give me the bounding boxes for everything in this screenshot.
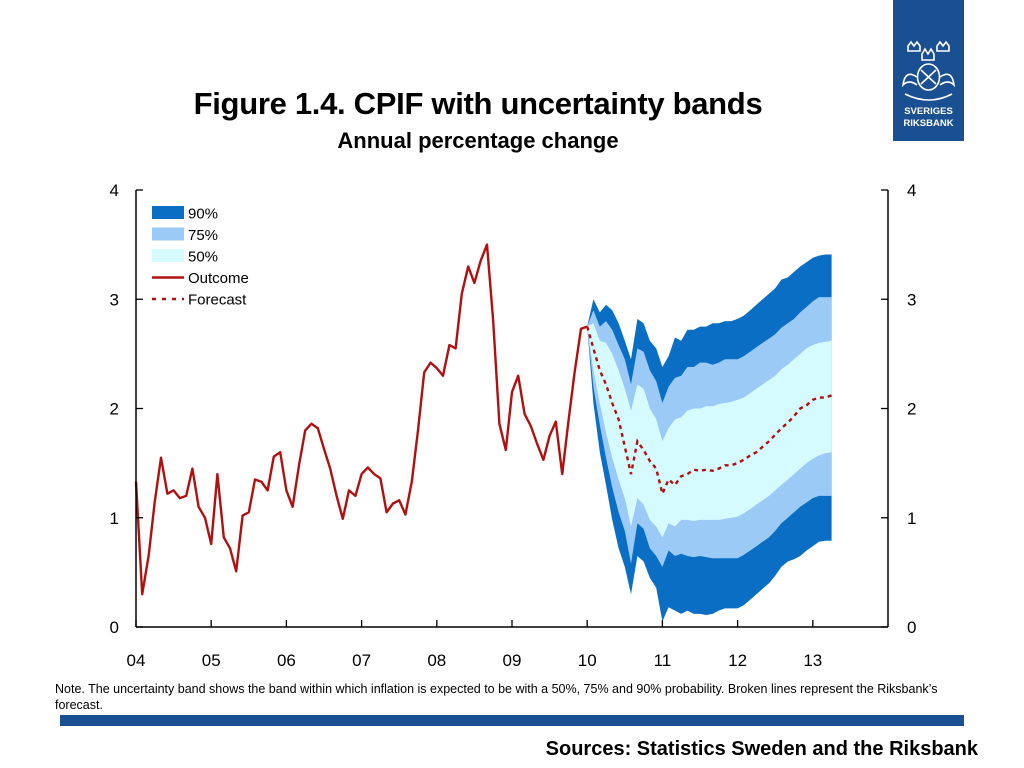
legend-swatch-band75: [152, 227, 184, 241]
legend-label: 50%: [188, 249, 218, 266]
crown-crest-icon: [901, 40, 956, 101]
band-50: [587, 323, 832, 538]
logo-text-line2: RIKSBANK: [903, 118, 954, 129]
legend-swatch-band50: [152, 249, 184, 262]
x-tick-label: 12: [728, 651, 747, 670]
y-tick-label-right: 4: [907, 181, 916, 200]
chart-note: Note. The uncertainty band shows the ban…: [55, 682, 938, 712]
legend-label: Forecast: [188, 292, 247, 309]
y-tick-label-left: 0: [110, 618, 119, 637]
y-tick-label-right: 3: [907, 290, 916, 309]
y-tick-label-right: 1: [907, 509, 916, 528]
forecast-line: [586, 326, 833, 498]
chart-subtitle: Annual percentage change: [337, 128, 619, 153]
chart-title: Figure 1.4. CPIF with uncertainty bands: [193, 86, 763, 121]
outcome-line: [134, 243, 588, 596]
x-tick-label: 13: [803, 651, 822, 670]
x-tick-label: 09: [503, 651, 522, 670]
legend-label: Outcome: [188, 270, 249, 287]
x-tick-label: 07: [352, 651, 371, 670]
x-tick-label: 10: [578, 651, 597, 670]
chart-axes: 0 01 12 23 34 404 05 06 07 08 09 10 11 12 13: [110, 181, 917, 670]
y-tick-label-left: 2: [110, 400, 119, 419]
chart-svg: 0 01 12 23 34 404 05 06 07 08 09 10 11 12 13 90%75%50%…: [110, 181, 917, 670]
x-tick-label: 06: [277, 651, 296, 670]
legend-label: 75%: [188, 227, 218, 244]
x-tick-label: 05: [202, 651, 221, 670]
y-tick-label-left: 4: [110, 181, 119, 200]
y-tick-label-right: 0: [907, 618, 916, 637]
y-tick-label-right: 2: [907, 400, 916, 419]
y-tick-label-left: 1: [110, 509, 119, 528]
riksbank-logo: SVERIGES RIKSBANK: [893, 0, 964, 141]
uncertainty-bands: [587, 254, 832, 622]
x-tick-label: 08: [427, 651, 446, 670]
chart-legend: 90% 75% 50% Outcome Forecast: [152, 206, 249, 309]
legend-swatch-band90: [152, 206, 184, 219]
series-lines: [134, 243, 833, 596]
sources-text: Sources: Statistics Sweden and the Riksb…: [545, 738, 978, 760]
y-tick-label-left: 3: [110, 290, 119, 309]
x-tick-label: 04: [127, 651, 146, 670]
logo-text-line1: SVERIGES: [904, 106, 953, 117]
x-tick-label: 11: [654, 651, 672, 670]
legend-label: 90%: [188, 206, 218, 223]
footer-bar: [60, 715, 964, 726]
